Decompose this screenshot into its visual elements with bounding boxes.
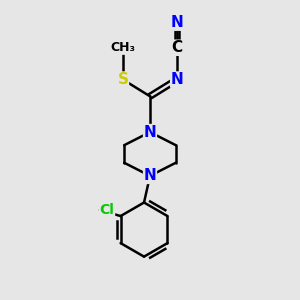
Text: N: N (171, 15, 183, 30)
Text: C: C (172, 40, 183, 55)
Text: N: N (144, 124, 156, 140)
Text: CH₃: CH₃ (110, 41, 135, 54)
Text: S: S (117, 72, 128, 87)
Text: N: N (171, 72, 183, 87)
Text: Cl: Cl (100, 203, 115, 217)
Text: N: N (144, 168, 156, 183)
